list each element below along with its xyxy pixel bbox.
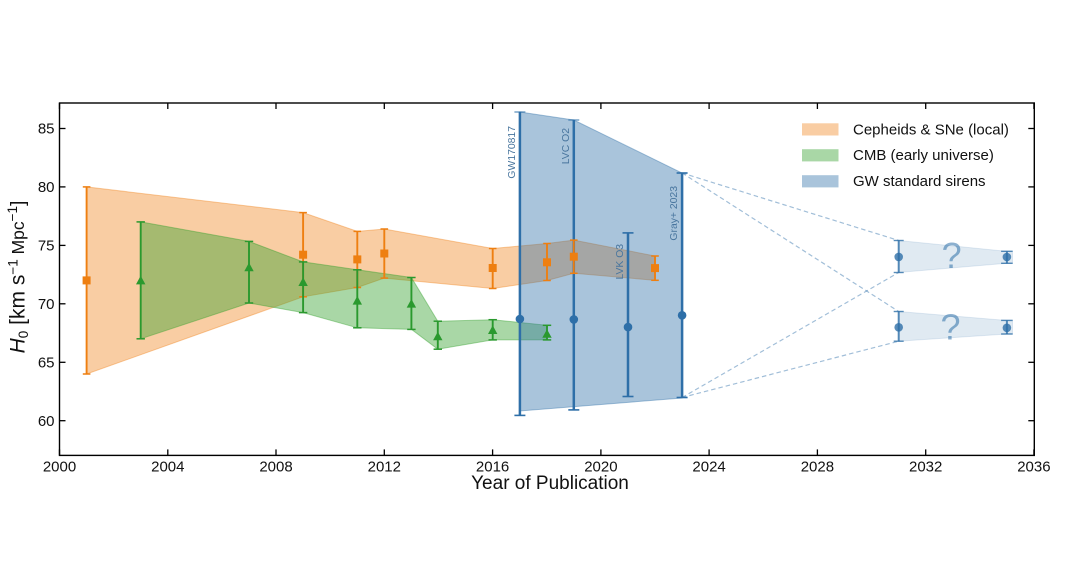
- svg-text:2016: 2016: [476, 459, 509, 476]
- svg-text:75: 75: [38, 238, 55, 255]
- svg-text:GW170817: GW170817: [507, 126, 518, 179]
- svg-text:65: 65: [38, 355, 55, 372]
- svg-text:2004: 2004: [151, 459, 184, 476]
- svg-text:Gray+ 2023: Gray+ 2023: [669, 186, 680, 241]
- svg-text:60: 60: [38, 413, 55, 430]
- svg-text:80: 80: [38, 179, 55, 196]
- svg-text:LVK O3: LVK O3: [615, 244, 626, 280]
- svg-text:GW standard sirens: GW standard sirens: [853, 173, 986, 190]
- svg-text:H0 [km s−1 Mpc−1]: H0 [km s−1 Mpc−1]: [5, 201, 31, 354]
- svg-text:2020: 2020: [584, 459, 617, 476]
- svg-text:70: 70: [38, 296, 55, 313]
- svg-text:2036: 2036: [1017, 459, 1050, 476]
- svg-text:2032: 2032: [909, 459, 942, 476]
- svg-text:85: 85: [38, 121, 55, 138]
- svg-text:2000: 2000: [43, 459, 76, 476]
- svg-text:?: ?: [940, 307, 960, 348]
- svg-text:Cepheids & SNe (local): Cepheids & SNe (local): [853, 121, 1009, 138]
- svg-text:2012: 2012: [368, 459, 401, 476]
- svg-text:Year of Publication: Year of Publication: [471, 473, 629, 494]
- svg-text:2008: 2008: [259, 459, 292, 476]
- svg-text:CMB (early universe): CMB (early universe): [853, 147, 994, 164]
- svg-text:?: ?: [942, 235, 962, 276]
- svg-text:2028: 2028: [801, 459, 834, 476]
- svg-text:LVC O2: LVC O2: [561, 128, 572, 164]
- svg-text:2024: 2024: [692, 459, 725, 476]
